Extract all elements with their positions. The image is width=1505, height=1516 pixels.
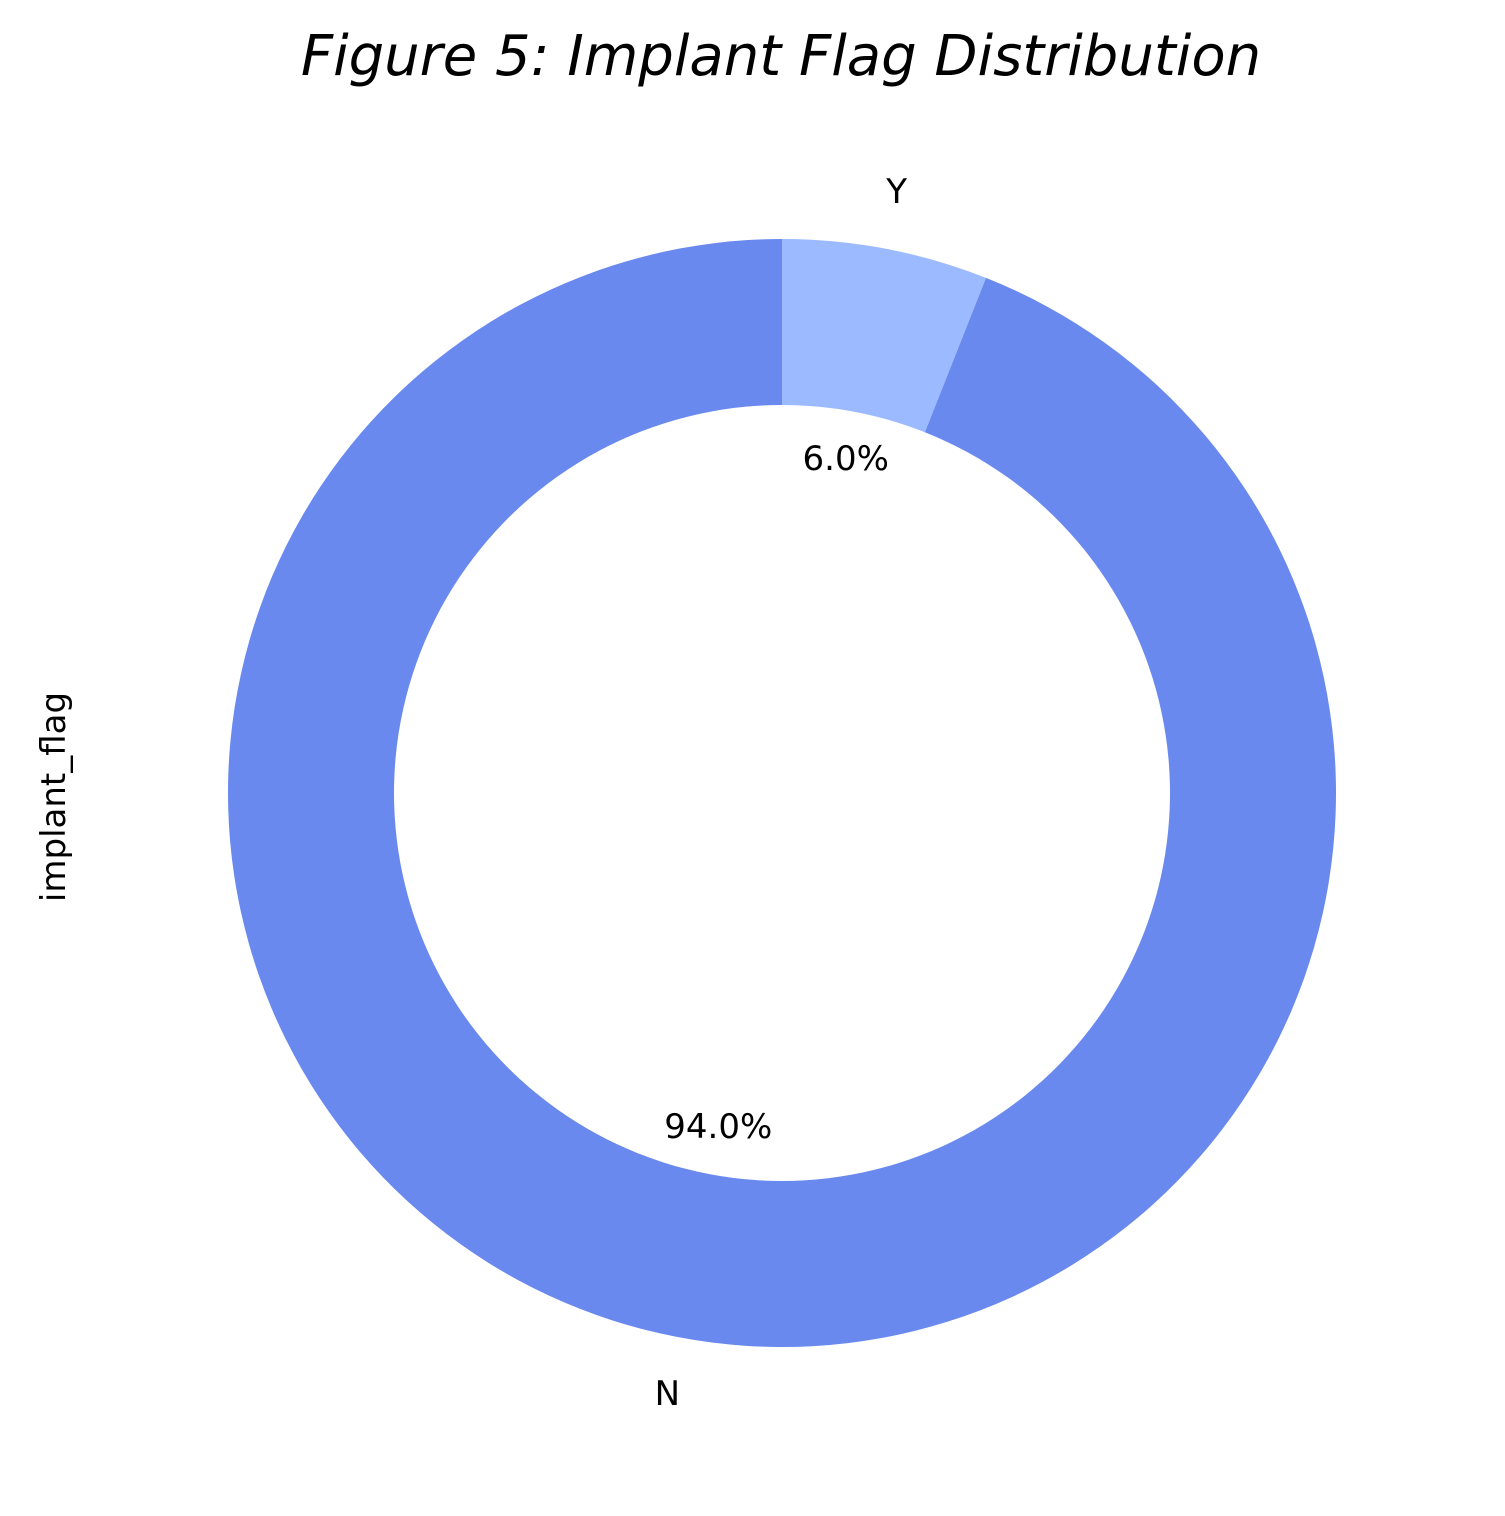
- donut-slices: [227, 239, 1336, 1347]
- y-axis-label: implant_flag: [34, 692, 74, 902]
- donut-labels: N 94.0% Y 6.0%: [655, 172, 908, 1414]
- slice-label-n: N: [655, 1374, 680, 1414]
- slice-y: [782, 239, 986, 433]
- pct-label-y: 6.0%: [803, 439, 889, 479]
- pct-label-n: 94.0%: [664, 1107, 772, 1147]
- chart-title: Figure 5: Implant Flag Distribution: [301, 24, 1261, 89]
- slice-n: [227, 239, 1336, 1347]
- slice-label-y: Y: [885, 172, 907, 212]
